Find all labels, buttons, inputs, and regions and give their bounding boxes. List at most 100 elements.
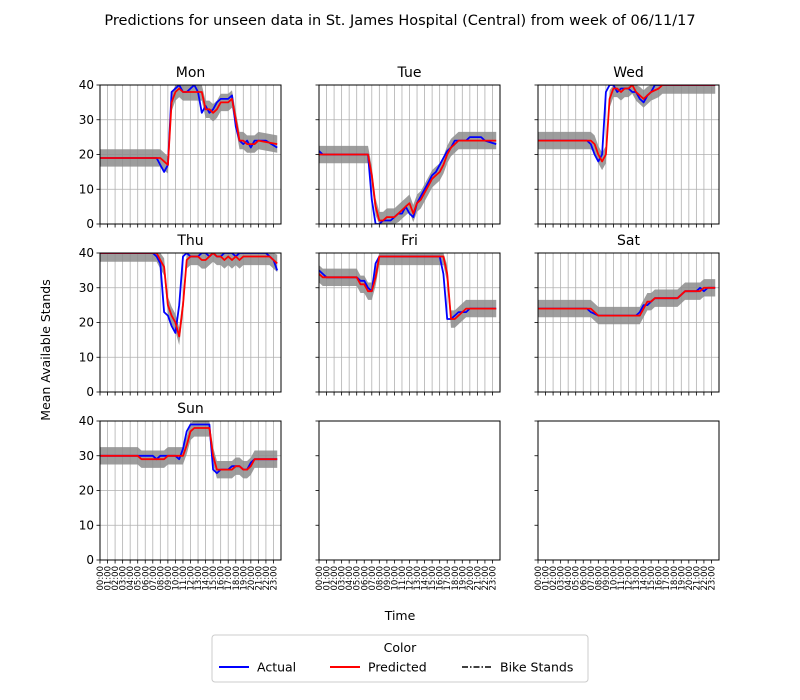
x-axis-label: Time xyxy=(384,608,416,623)
panel-sun: Sun 0 10 20 30 40 00:0001:0002:0003:0004:0005:… xyxy=(79,401,282,591)
xtick-label-sun-23: 23:00 xyxy=(269,566,279,591)
xtick-label-sun-21: 21:00 xyxy=(254,566,264,591)
xtick-label-empty-8-18: 18:00 xyxy=(670,566,680,591)
panel-sat: Sat xyxy=(534,233,720,396)
legend-frame xyxy=(211,634,589,683)
legend-label-predicted: Predicted xyxy=(368,660,427,675)
xtick-label-empty-7-23: 23:00 xyxy=(488,566,498,591)
panel-tue: Tue xyxy=(315,65,501,228)
xtick-label-empty-7-7: 07:00 xyxy=(368,566,378,591)
xtick-label-empty-7-5: 05:00 xyxy=(353,566,363,591)
band-wed xyxy=(538,85,716,171)
panel-frame-empty-7 xyxy=(318,420,501,561)
band-sat xyxy=(538,279,716,325)
series-actual-thu xyxy=(100,253,279,334)
xtick-label-empty-7-2: 02:00 xyxy=(330,566,340,591)
ytick-label-thu-3: 30 xyxy=(79,281,94,295)
panel-mon: Mon 0 10 20 30 40 xyxy=(79,65,282,231)
panel-frame-empty-8 xyxy=(537,420,720,561)
xtick-label-empty-8-11: 11:00 xyxy=(617,566,627,591)
panel-title-sat: Sat xyxy=(617,233,640,249)
xtick-label-sun-1: 01:00 xyxy=(104,566,114,591)
panel-title-mon: Mon xyxy=(176,65,206,81)
xtick-label-sun-7: 07:00 xyxy=(149,566,159,591)
xtick-label-sun-12: 12:00 xyxy=(187,566,197,591)
xtick-label-empty-7-15: 15:00 xyxy=(428,566,438,591)
xtick-label-empty-7-13: 13:00 xyxy=(413,566,423,591)
panel-title-sun: Sun xyxy=(177,401,204,417)
xtick-label-empty-7-10: 10:00 xyxy=(390,566,400,591)
xtick-label-sun-17: 17:00 xyxy=(224,566,234,591)
xtick-label-empty-7-9: 09:00 xyxy=(383,566,393,591)
panel-fri: Fri xyxy=(315,233,501,396)
xtick-label-empty-7-12: 12:00 xyxy=(406,566,416,591)
xtick-label-empty-8-19: 19:00 xyxy=(677,566,687,591)
xtick-label-sun-4: 04:00 xyxy=(126,566,136,591)
legend-label-actual: Actual xyxy=(257,660,296,675)
xtick-label-empty-8-2: 02:00 xyxy=(549,566,559,591)
ytick-label-sun-3: 30 xyxy=(79,449,94,463)
figure-title: Predictions for unseen data in St. James… xyxy=(104,13,695,29)
xtick-label-empty-7-22: 22:00 xyxy=(481,566,491,591)
panel-empty-8: 00:0001:0002:0003:0004:0005:0006:0007:00… xyxy=(534,420,720,591)
xtick-label-sun-20: 20:00 xyxy=(247,566,257,591)
series-predicted-sat xyxy=(538,286,716,317)
xtick-label-sun-22: 22:00 xyxy=(262,566,272,591)
series-predicted-wed xyxy=(538,85,716,163)
series-predicted-fri xyxy=(319,255,497,320)
xtick-label-empty-8-16: 16:00 xyxy=(655,566,665,591)
xtick-label-empty-7-0: 00:00 xyxy=(315,566,325,591)
xtick-label-sun-13: 13:00 xyxy=(194,566,204,591)
legend-title: Color xyxy=(384,640,417,655)
xtick-label-empty-7-17: 17:00 xyxy=(443,566,453,591)
xtick-label-empty-8-5: 05:00 xyxy=(572,566,582,591)
xtick-label-sun-8: 08:00 xyxy=(156,566,166,591)
ytick-label-mon-1: 10 xyxy=(79,182,94,196)
xtick-label-empty-8-14: 14:00 xyxy=(640,566,650,591)
ytick-label-mon-0: 0 xyxy=(86,217,94,231)
ytick-label-sun-0: 0 xyxy=(86,553,94,567)
xtick-label-empty-7-11: 11:00 xyxy=(398,566,408,591)
xtick-label-sun-18: 18:00 xyxy=(232,566,242,591)
series-actual-tue xyxy=(319,136,497,224)
ytick-label-thu-1: 10 xyxy=(79,350,94,364)
legend: Color Actual Predicted Bike Stands xyxy=(211,634,589,683)
ytick-label-sun-2: 20 xyxy=(79,484,94,498)
xtick-label-empty-8-15: 15:00 xyxy=(647,566,657,591)
legend-label-bike-stands: Bike Stands xyxy=(500,660,573,675)
xtick-label-empty-8-9: 09:00 xyxy=(602,566,612,591)
xtick-label-empty-7-19: 19:00 xyxy=(458,566,468,591)
xtick-label-empty-8-7: 07:00 xyxy=(587,566,597,591)
xtick-label-empty-8-0: 00:00 xyxy=(534,566,544,591)
ytick-label-thu-0: 0 xyxy=(86,385,94,399)
xtick-label-empty-8-21: 21:00 xyxy=(692,566,702,591)
xtick-label-sun-9: 09:00 xyxy=(164,566,174,591)
xtick-label-sun-11: 11:00 xyxy=(179,566,189,591)
panel-wed: Wed xyxy=(534,65,720,228)
ytick-label-mon-2: 20 xyxy=(79,148,94,162)
xtick-label-empty-8-13: 13:00 xyxy=(632,566,642,591)
xtick-label-empty-8-3: 03:00 xyxy=(557,566,567,591)
ytick-label-thu-4: 40 xyxy=(79,246,94,260)
xtick-label-empty-8-23: 23:00 xyxy=(707,566,717,591)
xtick-label-sun-15: 15:00 xyxy=(209,566,219,591)
band-thu xyxy=(100,253,278,346)
ytick-label-mon-4: 40 xyxy=(79,78,94,92)
xtick-label-empty-7-21: 21:00 xyxy=(473,566,483,591)
xtick-label-empty-8-6: 06:00 xyxy=(579,566,589,591)
xtick-label-empty-7-20: 20:00 xyxy=(466,566,476,591)
xtick-label-empty-8-10: 10:00 xyxy=(609,566,619,591)
y-axis-label: Mean Available Stands xyxy=(38,279,53,420)
xtick-label-sun-6: 06:00 xyxy=(141,566,151,591)
panel-empty-7: 00:0001:0002:0003:0004:0005:0006:0007:00… xyxy=(315,420,501,591)
xtick-label-sun-10: 10:00 xyxy=(171,566,181,591)
ytick-label-thu-2: 20 xyxy=(79,316,94,330)
xtick-label-sun-3: 03:00 xyxy=(119,566,129,591)
xtick-label-empty-8-8: 08:00 xyxy=(594,566,604,591)
panel-title-fri: Fri xyxy=(401,233,418,249)
series-predicted-sun xyxy=(100,427,278,471)
series-predicted-tue xyxy=(319,139,497,222)
xtick-label-empty-7-8: 08:00 xyxy=(375,566,385,591)
xtick-label-empty-7-16: 16:00 xyxy=(436,566,446,591)
xtick-label-sun-5: 05:00 xyxy=(134,566,144,591)
